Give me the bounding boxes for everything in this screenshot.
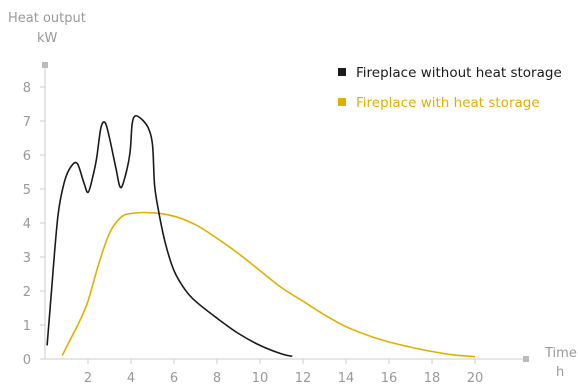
x-tick-label: 8 bbox=[213, 371, 221, 386]
x-axis-arrow bbox=[523, 356, 529, 362]
y-axis-unit: kW bbox=[37, 31, 58, 46]
y-tick-label: 6 bbox=[23, 149, 31, 164]
y-tick-label: 8 bbox=[23, 81, 31, 96]
y-tick-label: 1 bbox=[23, 319, 31, 334]
y-tick-label: 2 bbox=[23, 285, 31, 300]
x-tick-label: 4 bbox=[127, 371, 135, 386]
x-axis-unit: h bbox=[556, 365, 564, 380]
x-tick-label: 16 bbox=[381, 371, 398, 386]
legend-swatch-without-storage bbox=[338, 68, 346, 76]
y-tick-label: 5 bbox=[23, 183, 31, 198]
y-axis-arrow bbox=[42, 62, 48, 68]
x-axis-title: Time bbox=[544, 346, 577, 361]
x-tick-label: 20 bbox=[467, 371, 484, 386]
x-tick-label: 10 bbox=[252, 371, 269, 386]
x-tick-label: 6 bbox=[170, 371, 178, 386]
series-lines bbox=[46, 114, 476, 358]
legend-label-with-storage: Fireplace with heat storage bbox=[356, 95, 540, 111]
y-tick-label: 3 bbox=[23, 251, 31, 266]
x-tick-label: 18 bbox=[424, 371, 441, 386]
x-tick-label: 12 bbox=[295, 371, 312, 386]
series-line-with-storage bbox=[61, 211, 476, 358]
y-tick-label: 7 bbox=[23, 115, 31, 130]
series-line-without-storage bbox=[46, 114, 293, 358]
y-tick-label: 4 bbox=[23, 217, 31, 232]
x-tick-label: 14 bbox=[338, 371, 355, 386]
y-axis-title: Heat output bbox=[8, 11, 86, 26]
y-tick-label: 0 bbox=[23, 353, 31, 368]
legend: Fireplace without heat storage Fireplace… bbox=[338, 65, 562, 111]
legend-swatch-with-storage bbox=[338, 98, 346, 106]
legend-label-without-storage: Fireplace without heat storage bbox=[356, 65, 562, 81]
x-tick-label: 2 bbox=[84, 371, 92, 386]
